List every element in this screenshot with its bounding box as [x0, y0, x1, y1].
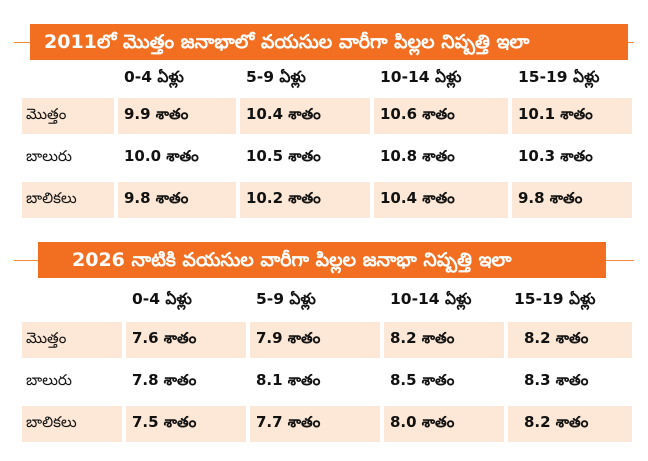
table-cell: 10.4 శాతం [240, 98, 370, 134]
table-row: మొత్తం 9.9 శాతం 10.4 శాతం 10.6 శాతం 10.1… [22, 98, 632, 134]
table-cell: 7.5 శాతం [126, 406, 246, 442]
table-cell: 8.5 శాతం [390, 371, 455, 389]
table-row: బాలురు 7.8 శాతం 8.1 శాతం 8.5 శాతం 8.3 శా… [22, 364, 632, 400]
table-cell: 9.8 శాతం [118, 182, 236, 218]
table-cell: 8.2 శాతం [384, 322, 504, 358]
table-cell: 8.0 శాతం [384, 406, 504, 442]
table-row: మొత్తం 7.6 శాతం 7.9 శాతం 8.2 శాతం 8.2 శా… [22, 322, 632, 358]
table-cell: 8.3 శాతం [524, 371, 589, 389]
row-label: మొత్తం [22, 322, 122, 358]
table-cell: 7.6 శాతం [126, 322, 246, 358]
table-cell: 8.2 శాతం [508, 406, 632, 442]
table-cell: 10.1 శాతం [512, 98, 632, 134]
table-cell: 10.6 శాతం [374, 98, 508, 134]
table-row: బాలురు 10.0 శాతం 10.5 శాతం 10.8 శాతం 10.… [22, 140, 632, 176]
row-label: బాలికలు [22, 182, 114, 218]
row-label: బాలురు [26, 371, 72, 389]
table-2011: 0-4 ఏళ్లు 5-9 ఏళ్లు 10-14 ఏళ్లు 15-19 ఏళ… [22, 64, 632, 222]
table-cell: 8.1 శాతం [256, 371, 321, 389]
column-header: 5-9 ఏళ్లు [256, 290, 316, 308]
row-label: బాలురు [26, 147, 72, 165]
table-row: బాలికలు 7.5 శాతం 7.7 శాతం 8.0 శాతం 8.2 శ… [22, 406, 632, 442]
table-header: 0-4 ఏళ్లు 5-9 ఏళ్లు 10-14 ఏళ్లు 15-19 ఏళ… [22, 286, 632, 316]
table-cell: 7.7 శాతం [250, 406, 380, 442]
table-row: బాలికలు 9.8 శాతం 10.2 శాతం 10.4 శాతం 9.8… [22, 182, 632, 218]
title-2011: 2011లో మొత్తం జనాభాలో వయసుల వారీగా పిల్ల… [30, 24, 628, 60]
table-cell: 9.9 శాతం [118, 98, 236, 134]
column-header: 15-19 ఏళ్లు [514, 290, 596, 308]
table-cell: 9.8 శాతం [512, 182, 632, 218]
table-header: 0-4 ఏళ్లు 5-9 ఏళ్లు 10-14 ఏళ్లు 15-19 ఏళ… [22, 64, 632, 94]
table-cell: 10.3 శాతం [518, 147, 593, 165]
column-header: 10-14 ఏళ్లు [380, 68, 462, 86]
column-header: 5-9 ఏళ్లు [246, 68, 306, 86]
table-cell: 10.0 శాతం [124, 147, 199, 165]
table-cell: 10.2 శాతం [240, 182, 370, 218]
table-2026: 0-4 ఏళ్లు 5-9 ఏళ్లు 10-14 ఏళ్లు 15-19 ఏళ… [22, 286, 632, 446]
table-cell: 7.9 శాతం [250, 322, 380, 358]
table-cell: 8.2 శాతం [508, 322, 632, 358]
title-2026: 2026 నాటికి వయసుల వారీగా పిల్లల జనాభా ని… [38, 242, 606, 278]
row-label: మొత్తం [22, 98, 114, 134]
column-header: 15-19 ఏళ్లు [518, 68, 600, 86]
column-header: 10-14 ఏళ్లు [390, 290, 472, 308]
table-cell: 7.8 శాతం [132, 371, 197, 389]
column-header: 0-4 ఏళ్లు [132, 290, 192, 308]
table-cell: 10.8 శాతం [380, 147, 455, 165]
column-header: 0-4 ఏళ్లు [124, 68, 184, 86]
row-label: బాలికలు [22, 406, 122, 442]
table-cell: 10.4 శాతం [374, 182, 508, 218]
table-cell: 10.5 శాతం [246, 147, 321, 165]
